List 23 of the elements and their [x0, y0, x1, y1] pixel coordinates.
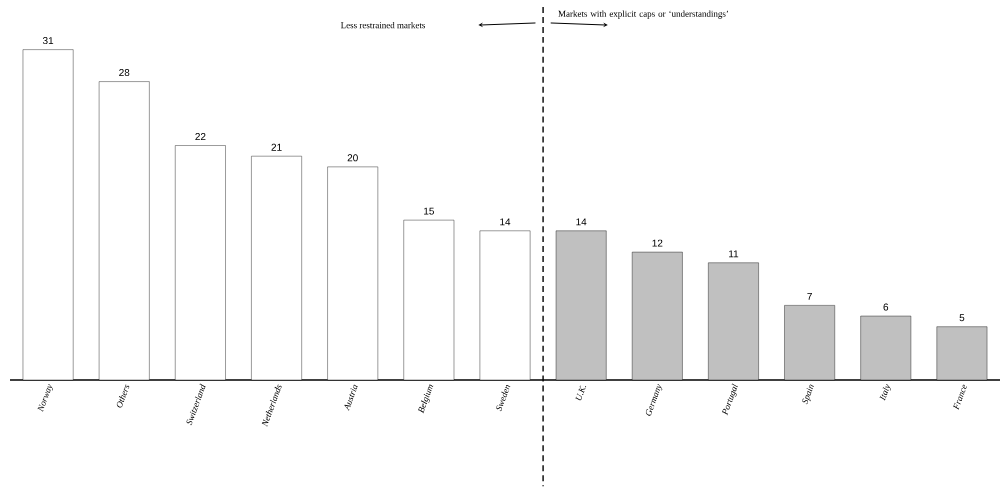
data-label: 7: [807, 293, 812, 300]
data-label: 22: [195, 133, 206, 141]
x-tick-label: Austria: [344, 384, 358, 411]
x-tick-label: Belgium: [418, 384, 434, 414]
x-tick-label: France: [953, 384, 967, 411]
data-label: 20: [347, 154, 358, 162]
x-tick-label: Italy: [879, 384, 891, 401]
x-tick-label: U.K.: [575, 385, 587, 401]
data-label: 31: [42, 37, 54, 45]
x-tick-label: Spain: [802, 384, 814, 405]
data-label: 15: [424, 207, 434, 215]
data-label: 28: [119, 69, 130, 77]
data-label: 11: [729, 250, 739, 258]
data-label: 21: [271, 143, 282, 151]
data-label: 12: [652, 239, 663, 247]
annotation: Less restrained markets: [340, 21, 426, 29]
data-label: 5: [959, 314, 965, 322]
x-tick-label: Sweden: [496, 384, 511, 412]
data-label: 14: [500, 218, 511, 226]
annotation: Markets with explicit caps or ‘understandings’: [558, 10, 728, 19]
x-tick-label: Others: [116, 384, 130, 408]
data-label: 6: [883, 303, 889, 311]
data-label: 14: [576, 218, 587, 226]
